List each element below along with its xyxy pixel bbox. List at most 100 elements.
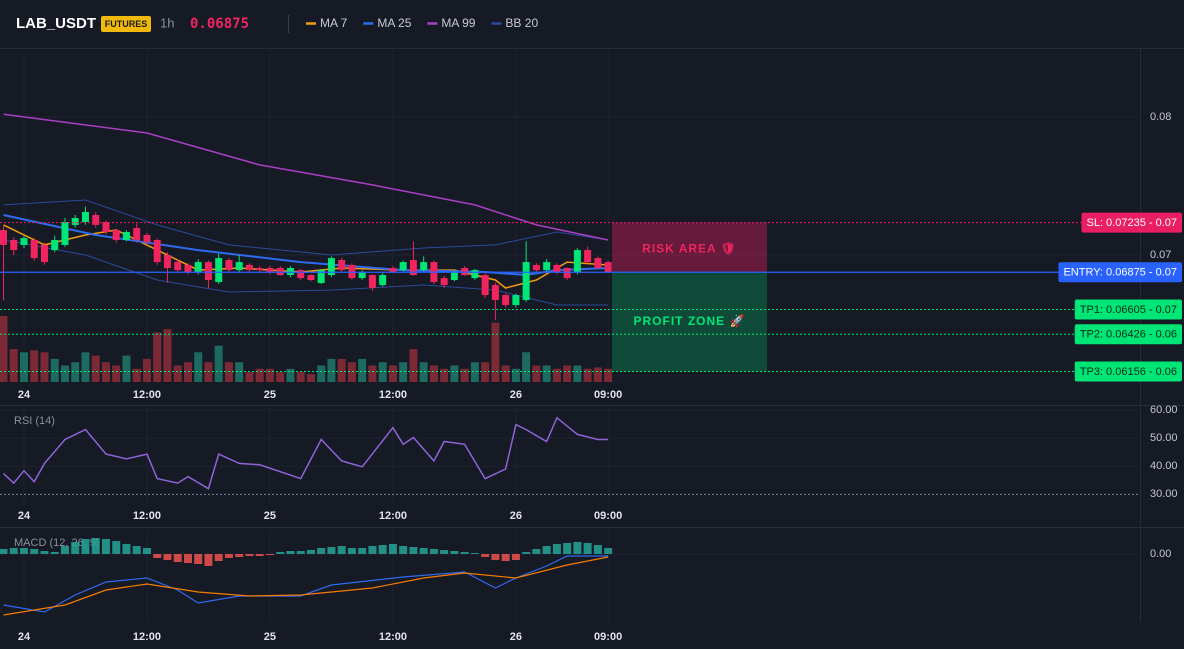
volume-bar [71,362,80,382]
candle-body [81,211,89,223]
x-tick-label: 25 [264,631,276,643]
candle-body [491,284,499,301]
volume-bar [132,368,141,382]
level-label: ENTRY: 0.06875 - 0.07 [1063,267,1177,279]
macd-bar [347,548,356,554]
candle-body [143,235,151,243]
volume-bar [450,365,459,382]
pane-title: RSI (14) [14,415,55,427]
volume-bar [552,368,561,382]
volume-bar [255,368,264,382]
x-tick-label: 25 [264,389,276,401]
volume-bar [573,365,582,382]
candle-body [235,262,243,271]
x-tick-label: 24 [18,510,31,522]
macd-bar [286,551,295,554]
macd-bar [40,551,49,554]
macd-bar [327,547,336,554]
candle-body [379,275,387,285]
volume-bar [532,365,541,382]
macd-bar [122,544,131,554]
risk-zone [612,222,767,273]
interval: 1h [160,15,174,30]
macd-bar [245,554,254,556]
macd-bar [50,552,59,554]
candle-body [450,272,458,281]
volume-bar [522,352,531,382]
macd-bar [30,549,39,554]
candle-body [440,278,448,285]
volume-bar [101,362,110,382]
candle-body [51,239,59,251]
volume-bar [358,358,367,382]
x-tick-label: 12:00 [379,389,407,401]
volume-bar [378,362,387,382]
candle-body [399,262,407,271]
volume-bar [50,358,59,382]
candle-body [276,267,284,276]
level-label: SL: 0.07235 - 0.07 [1086,217,1177,229]
volume-bar [583,368,592,382]
volume-bar [470,362,479,382]
macd-bar [583,543,592,554]
volume-bar [224,362,233,382]
x-tick-label: 26 [510,631,522,643]
legend: MA 7 MA 25 MA 99 BB 20 [306,16,538,30]
candle-body [71,218,79,225]
volume-bar [245,372,254,382]
macd-bar [388,544,397,554]
candle-body [409,259,417,276]
macd-bar [204,554,213,566]
profit-zone [612,272,767,372]
candle-body [553,264,561,273]
candle-body [358,272,366,279]
macd-bar [276,552,285,554]
volume-bar [419,362,428,382]
volume-bar [317,365,326,382]
candle-body [174,262,182,271]
volume-bar [409,349,418,382]
candle-body [471,270,479,279]
candle-body [563,267,571,279]
candle-body [338,259,346,271]
candle-body [584,250,592,263]
macd-bar [142,548,151,554]
macd-bar [0,549,8,554]
candle-body [112,230,120,240]
legend-label: BB 20 [505,16,538,30]
volume-bar [112,365,121,382]
macd-bar [460,552,469,554]
macd-line [3,555,609,613]
volume-bar [163,329,172,382]
candle-body [266,267,274,273]
macd-bar [265,554,274,555]
macd-bar [450,551,459,554]
volume-bar [60,365,69,382]
x-tick-label: 24 [18,389,31,401]
volume-bar [142,358,151,382]
y-tick-label: 60.00 [1150,404,1178,416]
x-tick-label: 12:00 [133,631,161,643]
macd-bar [593,545,602,554]
volume-bar [19,352,28,382]
volume-bar [235,362,244,382]
volume-bar [30,350,39,382]
candle-body [194,262,202,273]
macd-bar [71,542,80,554]
macd-bar [522,552,531,554]
volume-bar [388,365,397,382]
macd-bar [491,554,500,560]
candle-body [368,275,376,289]
volume-bar [286,368,295,382]
legend-label: MA 7 [320,16,348,30]
x-tick-label: 26 [510,510,522,522]
volume-bar [542,365,551,382]
candle-body [122,231,130,240]
macd-bar [399,546,408,554]
level-tag [1081,212,1182,233]
macd-bar [552,544,561,554]
volume-bar [481,362,490,382]
candle-body [256,267,264,271]
macd-bar [60,546,69,554]
